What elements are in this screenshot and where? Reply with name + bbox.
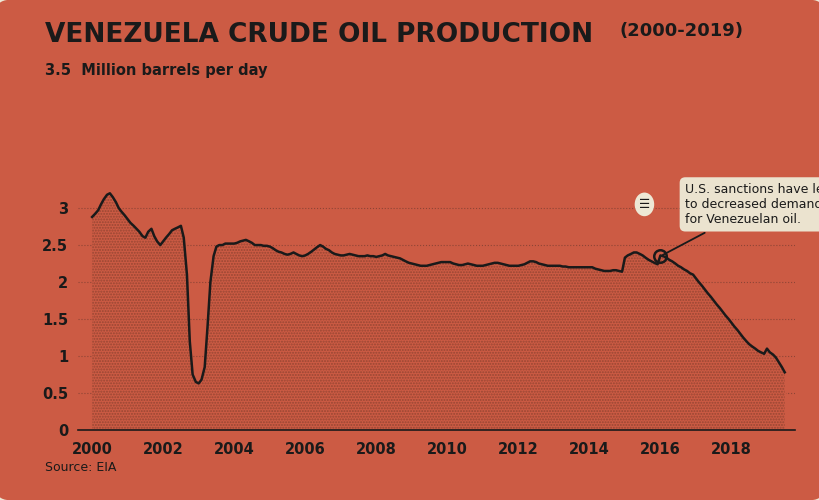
Text: VENEZUELA CRUDE OIL PRODUCTION: VENEZUELA CRUDE OIL PRODUCTION [45, 22, 592, 48]
Text: U.S. sanctions have led
to decreased demand
for Venezuelan oil.: U.S. sanctions have led to decreased dem… [662, 183, 819, 255]
Text: Source: EIA: Source: EIA [45, 461, 116, 474]
Ellipse shape [634, 192, 654, 216]
Text: 3.5  Million barrels per day: 3.5 Million barrels per day [45, 62, 267, 78]
Text: (2000-2019): (2000-2019) [618, 22, 742, 40]
Text: ☰: ☰ [638, 198, 649, 211]
